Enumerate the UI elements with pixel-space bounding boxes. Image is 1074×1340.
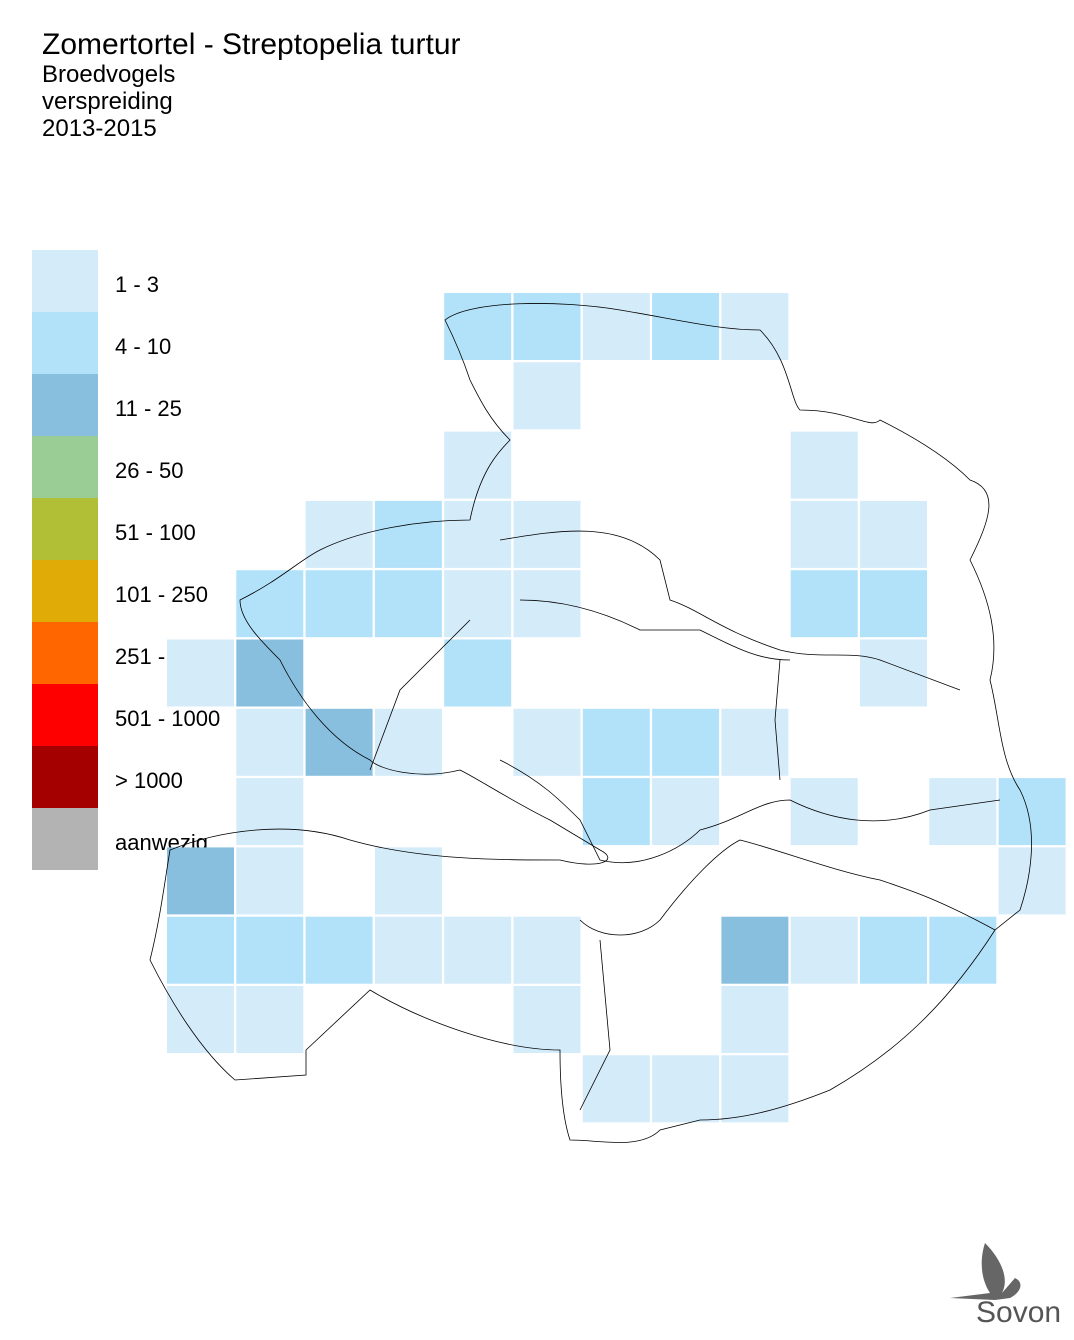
legend-swatch xyxy=(32,684,98,746)
subtitle-period: 2013-2015 xyxy=(42,115,157,142)
coastline xyxy=(149,303,1032,1143)
grid-cell xyxy=(582,708,650,776)
grid-cell xyxy=(513,986,581,1053)
grid-cell xyxy=(790,778,858,846)
grid-cell xyxy=(167,847,234,915)
grid-cell xyxy=(444,916,512,984)
grid-cell xyxy=(444,293,512,360)
grid-cell xyxy=(860,916,927,984)
legend-label: 51 - 100 xyxy=(115,520,196,545)
grid-cell xyxy=(374,708,442,776)
grid-cell xyxy=(790,431,858,499)
grid-cell xyxy=(444,570,512,638)
grid-cell xyxy=(444,500,512,568)
grid-cell xyxy=(513,916,581,984)
subtitle-type: verspreiding xyxy=(42,88,173,115)
grid-cell xyxy=(305,916,373,984)
grid-cells xyxy=(167,293,1066,1123)
legend-swatch xyxy=(32,746,98,808)
grid-cell xyxy=(998,847,1066,915)
grid-cell xyxy=(167,986,234,1053)
river-3 xyxy=(499,759,1001,864)
channel-2 xyxy=(579,939,611,1111)
legend-label: 501 - 1000 xyxy=(115,706,221,731)
legend-label: > 1000 xyxy=(115,768,183,793)
grid-cell xyxy=(790,916,858,984)
swallow-icon xyxy=(950,1243,1021,1300)
grid-cell xyxy=(790,570,858,638)
grid-cell xyxy=(790,500,858,568)
grid-cell xyxy=(652,778,720,846)
grid-cell xyxy=(236,570,304,638)
sovon-logo xyxy=(940,1238,1065,1333)
grid-cell xyxy=(721,1055,789,1123)
coastline-outline xyxy=(149,303,1032,1143)
grid-cell xyxy=(236,708,304,776)
grid-cell xyxy=(582,1055,650,1123)
sovon-logo-text: Sovon xyxy=(976,1296,1062,1329)
grid-cell xyxy=(860,500,927,568)
legend-swatch xyxy=(32,498,98,560)
grid-cell xyxy=(513,708,581,776)
grid-cell xyxy=(444,431,512,499)
channel-3 xyxy=(774,659,781,781)
grid-cell xyxy=(374,847,442,915)
river-1 xyxy=(499,530,961,691)
grid-cell xyxy=(374,916,442,984)
river-2 xyxy=(519,599,791,661)
grid-cell xyxy=(929,778,997,846)
grid-cell xyxy=(236,916,304,984)
channel xyxy=(369,619,471,771)
legend-swatch xyxy=(32,560,98,622)
grid-cell xyxy=(721,916,789,984)
grid-cell xyxy=(860,639,927,707)
grid-cell xyxy=(444,639,512,707)
grid-cell xyxy=(998,778,1066,846)
subtitle-category: Broedvogels xyxy=(42,61,176,88)
grid-cell xyxy=(236,986,304,1053)
legend-label: 4 - 10 xyxy=(115,334,172,359)
grid-cell xyxy=(374,570,442,638)
grid-cell xyxy=(860,570,927,638)
grid-cell xyxy=(236,847,304,915)
grid-cell xyxy=(652,293,720,360)
legend-label: 1 - 3 xyxy=(115,272,160,297)
river-4 xyxy=(579,839,996,936)
grid-cell xyxy=(513,570,581,638)
grid-cell xyxy=(374,500,442,568)
grid-cell xyxy=(305,708,373,776)
grid-cell xyxy=(929,916,997,984)
legend-swatch xyxy=(32,374,98,436)
grid-cell xyxy=(721,293,789,360)
grid-cell xyxy=(167,639,234,707)
legend-label: 11 - 25 xyxy=(115,396,182,421)
legend-swatch xyxy=(32,622,98,684)
grid-cell xyxy=(305,570,373,638)
grid-cell xyxy=(652,708,720,776)
map-title: Zomertortel - Streptopelia turtur xyxy=(42,28,461,61)
legend-label: 26 - 50 xyxy=(115,458,184,483)
grid-cell xyxy=(236,639,304,707)
legend-swatch xyxy=(32,436,98,498)
grid-cell xyxy=(582,778,650,846)
legend-swatch xyxy=(32,312,98,374)
grid-cell xyxy=(721,708,789,776)
grid-cell xyxy=(513,362,581,430)
grid-cell xyxy=(513,500,581,568)
grid-cell xyxy=(582,293,650,360)
grid-cell xyxy=(167,916,234,984)
grid-cell xyxy=(236,778,304,846)
grid-cell xyxy=(721,986,789,1053)
legend-label: 101 - 250 xyxy=(115,582,208,607)
grid-cell xyxy=(652,1055,720,1123)
legend-swatch xyxy=(32,808,98,870)
legend-swatch xyxy=(32,250,98,312)
